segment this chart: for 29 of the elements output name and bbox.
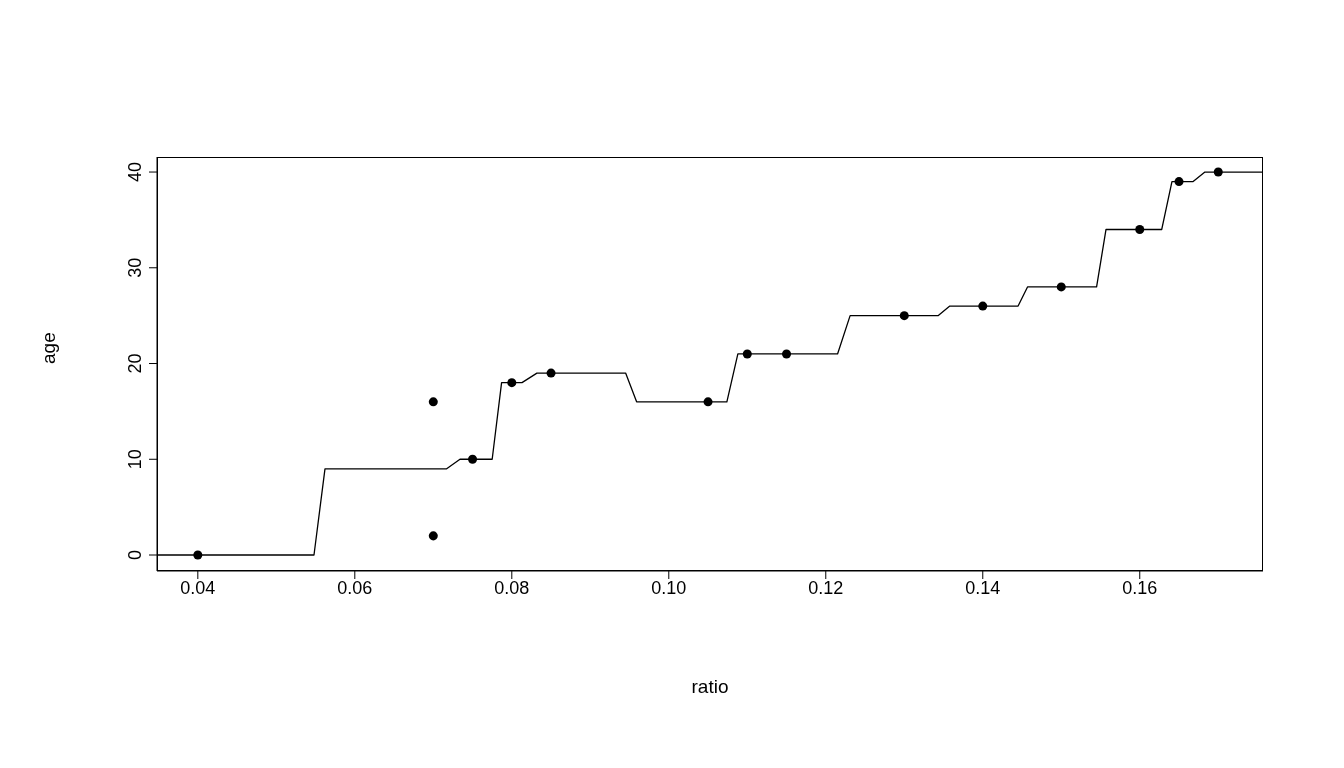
point: [978, 301, 988, 311]
point: [1056, 282, 1066, 292]
y-tick-label: 30: [125, 257, 145, 278]
y-tick-label: 10: [125, 449, 145, 470]
x-tick-label: 0.06: [337, 577, 373, 598]
x-tick-label: 0.08: [494, 577, 530, 598]
point: [1135, 224, 1145, 234]
point: [742, 349, 752, 359]
point: [703, 397, 713, 407]
point: [428, 397, 438, 407]
point: [782, 349, 792, 359]
x-axis-title: ratio: [691, 676, 729, 697]
x-tick-label: 0.12: [808, 577, 844, 598]
x-tick-label: 0.10: [651, 577, 687, 598]
point: [468, 454, 478, 464]
point: [1174, 177, 1184, 187]
y-tick-label: 40: [125, 162, 145, 183]
y-tick-label: 0: [125, 550, 145, 561]
point: [1213, 167, 1223, 177]
point: [546, 368, 556, 378]
x-tick-label: 0.14: [965, 577, 1001, 598]
x-tick-label: 0.16: [1122, 577, 1158, 598]
point: [507, 378, 517, 388]
point: [193, 550, 203, 560]
point: [899, 311, 909, 321]
y-axis-title: age: [37, 332, 59, 364]
x-tick-label: 0.04: [180, 577, 216, 598]
point: [428, 531, 438, 541]
y-tick-label: 20: [125, 353, 145, 374]
